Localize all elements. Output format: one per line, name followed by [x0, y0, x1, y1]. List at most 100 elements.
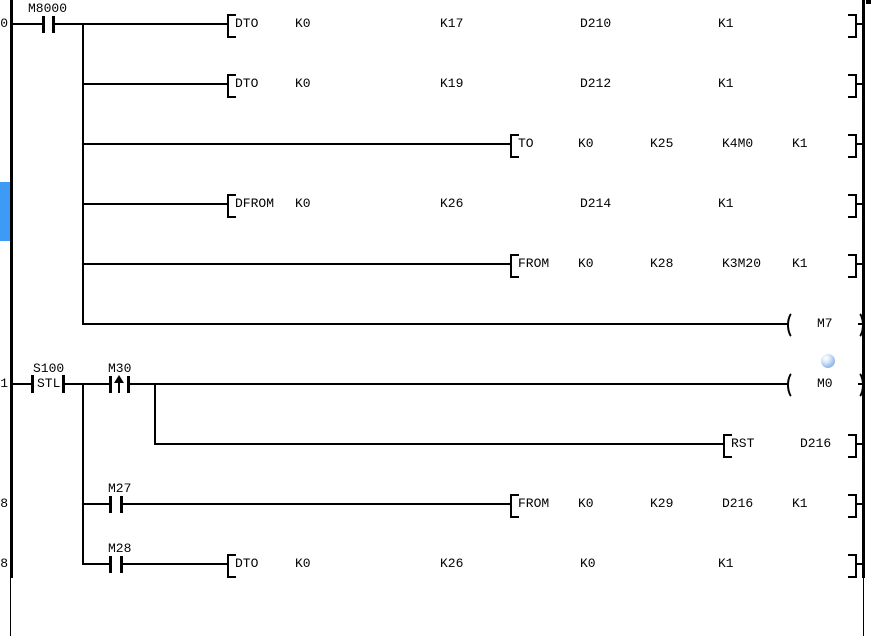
step-number-71: 71 — [0, 376, 8, 391]
instruction-open-bracket — [510, 494, 519, 518]
wire-h — [855, 263, 863, 265]
wire-h — [858, 383, 863, 385]
instr-to1-arg2[interactable]: K25 — [650, 136, 674, 151]
scroll-corner-mark — [866, 0, 871, 4]
instruction-open-bracket — [227, 14, 236, 38]
instruction-close-bracket — [848, 254, 857, 278]
instr-from1-op[interactable]: FROM — [518, 256, 550, 271]
wire-h — [83, 83, 227, 85]
instr-dto1-arg3[interactable]: D210 — [580, 16, 612, 31]
instruction-close-bracket — [848, 14, 857, 38]
right-power-rail-thin — [863, 578, 864, 636]
contact-m30-pulse[interactable] — [109, 376, 112, 393]
instr-from2-arg2[interactable]: K29 — [650, 496, 674, 511]
instr-to1-arg3[interactable]: K4M0 — [722, 136, 754, 151]
coil-m7[interactable] — [847, 310, 864, 340]
instruction-open-bracket — [227, 74, 236, 98]
instr-dto2-op[interactable]: DTO — [235, 76, 259, 91]
contact-m30-label: M30 — [108, 361, 132, 376]
selection-highlight — [0, 182, 11, 241]
instr-to1-arg4[interactable]: K1 — [792, 136, 808, 151]
contact-m27[interactable] — [120, 496, 123, 513]
instr-dfrom1-op[interactable]: DFROM — [235, 196, 275, 211]
rising-edge-arrow-icon — [114, 375, 124, 383]
step-number-0: 0 — [0, 16, 8, 31]
left-power-rail-thin — [10, 578, 11, 636]
instruction-open-bracket — [227, 194, 236, 218]
wire-v-branch — [82, 383, 84, 565]
instruction-open-bracket — [510, 134, 519, 158]
wire-h — [855, 23, 863, 25]
wire-h — [855, 563, 863, 565]
wire-h — [83, 323, 789, 325]
instr-rst1-op[interactable]: RST — [731, 436, 755, 451]
wire-h — [855, 143, 863, 145]
instr-from1-arg1[interactable]: K0 — [578, 256, 594, 271]
instr-dto2-arg2[interactable]: K19 — [440, 76, 464, 91]
instr-dto3-arg1[interactable]: K0 — [295, 556, 311, 571]
instr-dto3-arg2[interactable]: K26 — [440, 556, 464, 571]
instr-dto3-arg3[interactable]: K0 — [580, 556, 596, 571]
instr-dto2-arg1[interactable]: K0 — [295, 76, 311, 91]
wire-h — [13, 383, 32, 385]
wire-h — [130, 383, 789, 385]
contact-m8000[interactable] — [42, 16, 45, 33]
instr-dfrom1-arg2[interactable]: K26 — [440, 196, 464, 211]
left-power-rail — [10, 0, 13, 578]
instr-dfrom1-arg4[interactable]: K1 — [718, 196, 734, 211]
contact-m28-label: M28 — [108, 541, 132, 556]
wire-h — [855, 503, 863, 505]
instruction-open-bracket — [227, 554, 236, 578]
contact-m28[interactable] — [120, 556, 123, 573]
instr-from1-arg3[interactable]: K3M20 — [722, 256, 762, 271]
instr-to1-op[interactable]: TO — [518, 136, 534, 151]
instr-dto1-arg4[interactable]: K1 — [718, 16, 734, 31]
instr-dto2-arg3[interactable]: D212 — [580, 76, 612, 91]
instr-dto1-arg1[interactable]: K0 — [295, 16, 311, 31]
instr-from2-arg1[interactable]: K0 — [578, 496, 594, 511]
coil-m0-label: M0 — [817, 376, 833, 391]
instruction-close-bracket — [848, 194, 857, 218]
instr-dto3-op[interactable]: DTO — [235, 556, 259, 571]
wire-v-branch — [82, 23, 84, 325]
instr-from2-arg3[interactable]: D216 — [722, 496, 754, 511]
right-power-rail — [862, 0, 865, 578]
instr-rst1-arg1[interactable]: D216 — [800, 436, 832, 451]
instr-dfrom1-arg3[interactable]: D214 — [580, 196, 612, 211]
coil-m7[interactable] — [787, 310, 804, 340]
step-number-88: 88 — [0, 556, 8, 571]
wire-v-branch — [154, 383, 156, 445]
contact-m30-pulse[interactable] — [127, 376, 130, 393]
contact-m28[interactable] — [109, 556, 112, 573]
instr-from2-arg4[interactable]: K1 — [792, 496, 808, 511]
rising-edge-arrow-stem — [118, 382, 120, 393]
contact-m8000[interactable] — [52, 16, 55, 33]
instr-dfrom1-arg1[interactable]: K0 — [295, 196, 311, 211]
wire-h — [65, 383, 110, 385]
coil-m0[interactable] — [847, 370, 864, 400]
instruction-open-bracket — [723, 434, 732, 458]
wire-h — [123, 563, 227, 565]
wire-h — [82, 563, 109, 565]
contact-m27[interactable] — [109, 496, 112, 513]
instr-from2-op[interactable]: FROM — [518, 496, 550, 511]
contact-s100-stl[interactable] — [31, 375, 34, 393]
coil-m0[interactable] — [787, 370, 804, 400]
instr-dto3-arg4[interactable]: K1 — [718, 556, 734, 571]
instr-dto1-arg2[interactable]: K17 — [440, 16, 464, 31]
instr-from1-arg2[interactable]: K28 — [650, 256, 674, 271]
instr-dto1-op[interactable]: DTO — [235, 16, 259, 31]
instr-dto2-arg4[interactable]: K1 — [718, 76, 734, 91]
instr-from1-arg4[interactable]: K1 — [792, 256, 808, 271]
contact-s100-stl[interactable] — [62, 375, 65, 393]
instr-to1-arg1[interactable]: K0 — [578, 136, 594, 151]
wire-h — [855, 83, 863, 85]
wire-h — [13, 23, 42, 25]
contact-m8000-label: M8000 — [28, 1, 68, 16]
wire-h — [55, 23, 227, 25]
contact-s100-label: S100 — [33, 361, 65, 376]
instruction-close-bracket — [848, 74, 857, 98]
instruction-close-bracket — [848, 554, 857, 578]
instruction-close-bracket — [848, 134, 857, 158]
